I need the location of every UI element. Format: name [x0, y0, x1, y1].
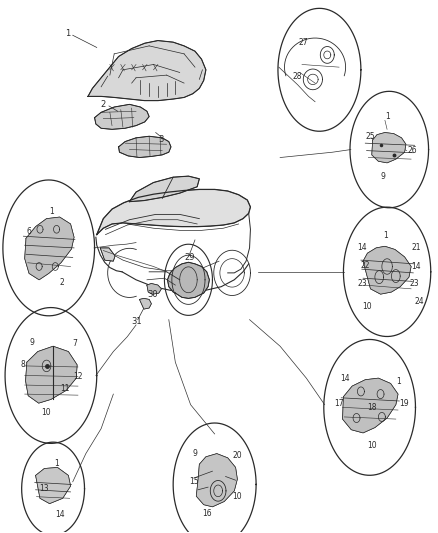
Text: 2: 2	[60, 278, 64, 287]
Polygon shape	[343, 378, 398, 433]
Polygon shape	[25, 346, 77, 403]
Text: 25: 25	[365, 132, 375, 141]
Polygon shape	[97, 189, 251, 235]
Text: 14: 14	[357, 244, 367, 253]
Text: 28: 28	[292, 71, 302, 80]
Text: 21: 21	[411, 244, 420, 253]
Text: 19: 19	[399, 399, 409, 408]
Text: 15: 15	[189, 478, 199, 486]
Text: 31: 31	[132, 317, 142, 326]
Text: 16: 16	[202, 509, 212, 518]
Polygon shape	[119, 136, 171, 158]
Polygon shape	[35, 467, 71, 504]
Polygon shape	[372, 133, 406, 163]
Text: 3: 3	[158, 135, 163, 144]
Text: 14: 14	[55, 510, 65, 519]
Text: 23: 23	[357, 279, 367, 288]
Polygon shape	[140, 298, 151, 309]
Text: 27: 27	[298, 38, 308, 47]
Text: 1: 1	[54, 459, 59, 467]
Text: 30: 30	[148, 289, 158, 298]
Text: 9: 9	[193, 449, 198, 458]
Polygon shape	[147, 284, 161, 294]
Text: 1: 1	[49, 207, 53, 216]
Polygon shape	[363, 246, 411, 294]
Text: 13: 13	[39, 484, 49, 493]
Text: 1: 1	[385, 112, 390, 121]
Polygon shape	[88, 41, 206, 101]
Text: 8: 8	[20, 360, 25, 369]
Text: 29: 29	[184, 254, 194, 262]
Text: 9: 9	[30, 338, 35, 347]
Text: 11: 11	[60, 384, 70, 393]
Text: 24: 24	[414, 296, 424, 305]
Text: 23: 23	[410, 279, 420, 288]
Text: 20: 20	[232, 451, 242, 460]
Text: 12: 12	[74, 372, 83, 381]
Text: 17: 17	[334, 399, 343, 408]
Text: 10: 10	[232, 491, 242, 500]
Text: 10: 10	[41, 408, 51, 417]
Text: 18: 18	[367, 403, 377, 412]
Text: 7: 7	[72, 339, 77, 348]
Polygon shape	[95, 104, 149, 130]
Text: 14: 14	[411, 262, 421, 271]
Text: 1: 1	[65, 29, 71, 38]
Polygon shape	[100, 248, 115, 261]
Text: 2: 2	[100, 100, 106, 109]
Text: 6: 6	[26, 228, 31, 237]
Polygon shape	[196, 454, 237, 507]
Polygon shape	[167, 262, 209, 298]
Text: 1: 1	[384, 231, 389, 240]
Polygon shape	[130, 176, 199, 201]
Polygon shape	[25, 217, 74, 280]
Text: 10: 10	[362, 302, 371, 311]
Text: 9: 9	[381, 172, 385, 181]
Text: 26: 26	[408, 146, 417, 155]
Text: 10: 10	[367, 441, 377, 450]
Text: 1: 1	[396, 377, 401, 386]
Text: 22: 22	[360, 261, 370, 270]
Text: 14: 14	[340, 374, 350, 383]
